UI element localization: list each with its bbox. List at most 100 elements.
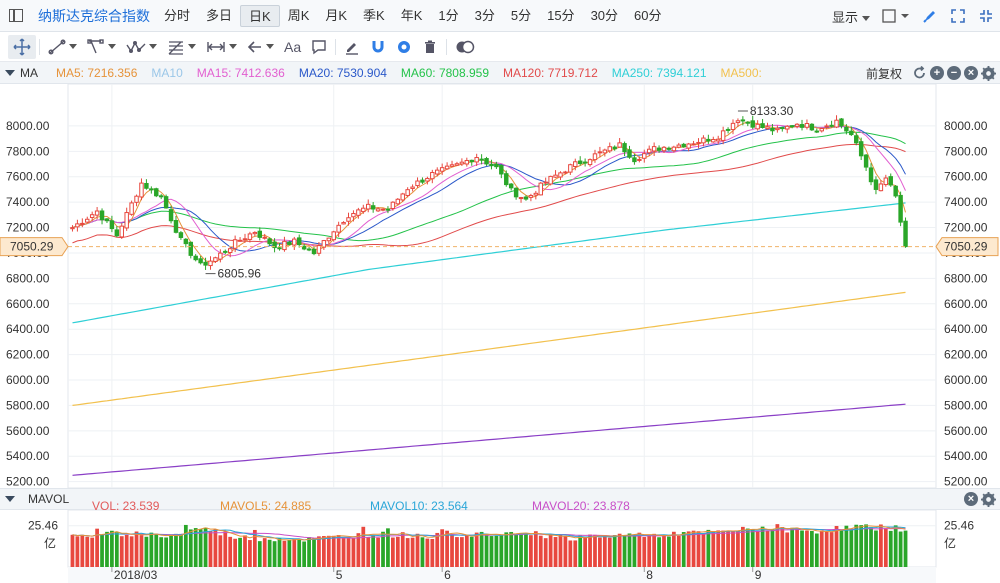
- price-tick-label-right: 8000.00: [944, 119, 988, 133]
- candle: [198, 255, 203, 265]
- text-icon[interactable]: Aa: [279, 35, 306, 59]
- measure-icon[interactable]: [201, 35, 242, 59]
- volume-bar: [292, 538, 297, 567]
- fullscreen-icon[interactable]: [946, 4, 970, 28]
- period-tab-1[interactable]: 多日: [206, 7, 233, 23]
- wave-icon[interactable]: [121, 35, 162, 59]
- candle: [70, 225, 75, 232]
- volume-bar: [321, 536, 326, 567]
- volume-bar: [593, 534, 597, 567]
- collapse-ma-icon[interactable]: [0, 69, 20, 76]
- candle: [435, 167, 440, 177]
- volume-bar: [671, 531, 676, 567]
- polyline-icon[interactable]: [82, 35, 121, 59]
- ma-legend-bar: MA MA5: 7216.356 MA10 MA15: 7412.636 MA20: …: [0, 62, 1000, 84]
- ma20-line: [72, 124, 906, 252]
- volume-bar: [440, 529, 445, 567]
- candle: [168, 205, 174, 224]
- candle: [385, 206, 391, 214]
- period-tab-12[interactable]: 60分: [634, 7, 662, 23]
- period-tab-3[interactable]: 周K: [287, 7, 310, 23]
- period-tab-0[interactable]: 分时: [164, 7, 191, 23]
- period-tab-5[interactable]: 季K: [363, 7, 385, 23]
- volume-bar: [676, 535, 681, 567]
- minus-icon[interactable]: −: [947, 66, 961, 80]
- candle: [577, 156, 583, 166]
- price-tick-label-left: 7800.00: [6, 144, 50, 158]
- volume-bar: [90, 537, 95, 567]
- magnet-icon[interactable]: [365, 35, 391, 59]
- line-segment-icon[interactable]: [43, 35, 82, 59]
- period-tab-10[interactable]: 15分: [547, 7, 575, 23]
- ma250-line: [72, 202, 906, 324]
- volume-gear-icon[interactable]: [981, 492, 996, 507]
- index-name[interactable]: 纳斯达克综合指数: [38, 7, 150, 24]
- close-icon[interactable]: ×: [964, 66, 978, 80]
- price-tick-label-right: 6600.00: [944, 297, 988, 311]
- fibonacci-icon[interactable]: [162, 35, 201, 59]
- layers-icon[interactable]: [450, 35, 480, 59]
- brush-icon[interactable]: [918, 4, 942, 28]
- candle: [701, 135, 706, 147]
- period-tab-9[interactable]: 5分: [510, 7, 532, 23]
- volume-bar: [499, 534, 504, 567]
- volume-bar: [731, 531, 735, 567]
- restore-label[interactable]: 前复权: [865, 66, 902, 81]
- candle: [292, 236, 297, 251]
- candle: [750, 115, 755, 129]
- add-icon[interactable]: +: [930, 66, 944, 80]
- arrow-left-icon[interactable]: [242, 35, 279, 59]
- period-tab-7[interactable]: 1分: [438, 7, 459, 23]
- period-tab-8[interactable]: 3分: [474, 7, 495, 23]
- candle: [681, 142, 686, 148]
- price-tick-label-left: 6200.00: [6, 348, 50, 362]
- candle: [232, 235, 238, 253]
- candle: [602, 148, 608, 157]
- candle: [464, 157, 470, 167]
- ma-legend-item: MA5: 7216.356: [56, 65, 138, 80]
- comment-icon[interactable]: [306, 35, 332, 59]
- pen-icon[interactable]: [339, 35, 365, 59]
- period-tab-11[interactable]: 30分: [590, 7, 619, 23]
- trash-icon[interactable]: [417, 35, 443, 59]
- refresh-icon[interactable]: [913, 66, 927, 80]
- volume-bar: [785, 532, 790, 567]
- volume-chart[interactable]: 25.46 亿 25.46 亿 2018/03 5 6 8 9: [0, 510, 1000, 583]
- shrink-icon[interactable]: [974, 4, 998, 28]
- volume-bar: [681, 532, 686, 567]
- volume-bar: [834, 525, 839, 567]
- gear-icon[interactable]: [981, 65, 996, 81]
- volume-bar: [287, 539, 292, 567]
- period-tab-6[interactable]: 年K: [400, 7, 423, 23]
- volume-bar: [474, 532, 479, 567]
- volume-bar: [164, 537, 168, 567]
- eye-icon[interactable]: [391, 35, 417, 59]
- volume-bar: [326, 535, 331, 567]
- period-tab-4[interactable]: 月K: [325, 7, 348, 23]
- volume-bar: [686, 531, 691, 567]
- sidebar-toggle-icon[interactable]: [0, 0, 32, 32]
- candle: [686, 142, 691, 152]
- candle: [316, 242, 322, 257]
- volume-bar: [726, 530, 730, 567]
- period-tab-2[interactable]: 日K: [240, 4, 280, 27]
- layout-square-icon[interactable]: [880, 4, 914, 28]
- crosshair-icon[interactable]: [8, 34, 36, 59]
- candle: [775, 125, 780, 133]
- volume-bar: [174, 533, 178, 567]
- candle: [730, 119, 736, 135]
- collapse-vol-icon[interactable]: [0, 496, 20, 502]
- price-chart[interactable]: 8000.007800.007600.007400.007200.007000.…: [0, 84, 1000, 488]
- display-dropdown[interactable]: 显示: [824, 7, 878, 26]
- candle: [104, 218, 110, 223]
- candle: [691, 140, 696, 146]
- volume-bar: [262, 538, 267, 567]
- candle: [129, 200, 134, 216]
- volume-bar: [425, 538, 430, 567]
- candle: [711, 136, 716, 143]
- candle: [173, 215, 179, 234]
- volume-close-icon[interactable]: ×: [964, 492, 978, 506]
- candle: [622, 141, 627, 157]
- mavol5-line: [72, 525, 906, 541]
- volume-bar: [627, 533, 632, 567]
